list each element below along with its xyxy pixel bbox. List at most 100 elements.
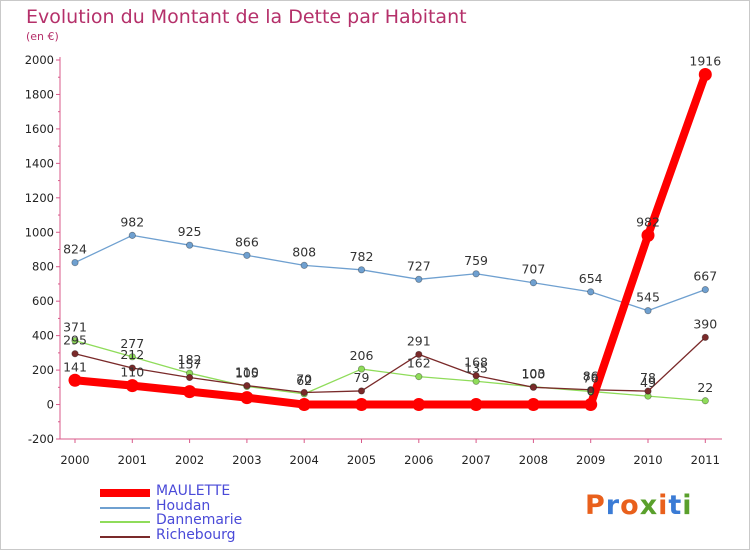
series-line-richebourg — [74, 336, 706, 394]
data-point-richebourg — [128, 364, 136, 372]
data-point-houdan — [644, 307, 652, 315]
data-point-maulette — [68, 373, 82, 387]
y-tick-label: 800 — [32, 260, 54, 274]
data-label-dannemarie: 62 — [296, 373, 312, 388]
data-label-dannemarie: 76 — [583, 370, 599, 385]
data-label-dannemarie: 277 — [120, 336, 144, 351]
y-tick-label: 600 — [32, 294, 54, 308]
data-point-richebourg — [71, 350, 79, 358]
data-point-maulette — [526, 398, 540, 412]
data-label-dannemarie: 162 — [407, 356, 431, 371]
logo-letter: r — [605, 490, 621, 521]
data-label-richebourg: 390 — [693, 316, 717, 331]
y-tick-label: 200 — [32, 363, 54, 377]
x-tick-label: 2004 — [290, 453, 319, 467]
data-point-houdan — [587, 288, 595, 296]
x-tick-label: 2005 — [347, 453, 376, 467]
logo-letter: t — [668, 490, 683, 521]
proxiti-logo: Proxiti — [585, 490, 693, 521]
data-label-houdan: 782 — [350, 249, 374, 264]
x-tick-label: 2000 — [60, 453, 89, 467]
data-point-houdan — [186, 241, 194, 249]
y-tick-label: 0 — [47, 398, 54, 412]
data-label-maulette: 110 — [120, 365, 144, 380]
y-tick-label: 1600 — [25, 122, 54, 136]
data-label-houdan: 727 — [407, 258, 431, 273]
data-point-richebourg — [644, 387, 652, 395]
legend-label: MAULETTE — [156, 483, 231, 499]
logo-letter: i — [682, 490, 693, 521]
data-label-dannemarie: 22 — [697, 380, 713, 395]
chart-axes: -200020040060080010001200140016001800200… — [25, 53, 722, 467]
x-tick-label: 2001 — [118, 453, 147, 467]
data-label-houdan: 925 — [178, 224, 202, 239]
data-point-richebourg — [243, 381, 251, 390]
data-point-houdan — [701, 286, 709, 294]
data-point-houdan — [128, 231, 136, 239]
data-label-richebourg: 295 — [63, 333, 87, 348]
x-tick-label: 2006 — [404, 453, 433, 467]
x-tick-label: 2011 — [691, 453, 720, 467]
data-label-houdan: 667 — [693, 269, 717, 284]
data-point-dannemarie — [71, 337, 79, 345]
data-label-houdan: 824 — [63, 242, 87, 257]
data-label-maulette: 982 — [636, 214, 660, 229]
data-point-dannemarie — [357, 365, 366, 373]
chart-subtitle: (en €) — [26, 30, 59, 43]
data-label-richebourg: 168 — [464, 355, 488, 370]
legend-label: Richebourg — [156, 526, 236, 543]
data-point-houdan — [300, 261, 308, 269]
data-label-maulette: 1916 — [689, 53, 721, 68]
data-label-dannemarie: 105 — [235, 365, 259, 380]
logo-letter: o — [620, 490, 640, 521]
series-line-houdan — [74, 234, 706, 312]
y-tick-label: 1000 — [25, 225, 54, 239]
data-point-maulette — [584, 398, 598, 412]
data-point-maulette — [125, 379, 139, 393]
data-point-richebourg — [186, 373, 194, 382]
data-point-houdan — [472, 270, 480, 278]
logo-letter: i — [658, 490, 669, 521]
y-tick-label: 1200 — [25, 191, 54, 205]
data-label-houdan: 545 — [636, 290, 660, 305]
data-label-richebourg: 100 — [521, 366, 545, 381]
data-label-richebourg: 212 — [120, 347, 144, 362]
data-label-dannemarie: 206 — [350, 348, 374, 363]
series-points — [68, 67, 712, 412]
chart-title: Evolution du Montant de la Dette par Hab… — [26, 6, 467, 28]
data-point-dannemarie — [701, 397, 709, 405]
data-point-richebourg — [529, 383, 538, 391]
data-label-richebourg: 79 — [354, 370, 370, 385]
y-tick-label: 400 — [32, 329, 54, 343]
data-label-richebourg: 110 — [235, 365, 259, 380]
data-label-richebourg: 78 — [640, 370, 656, 385]
legend-swatch — [100, 506, 150, 509]
series-line-maulette — [74, 73, 710, 409]
data-label-dannemarie: 135 — [464, 360, 488, 375]
data-point-maulette — [412, 398, 426, 412]
data-label-dannemarie: 182 — [178, 352, 202, 367]
data-point-houdan — [71, 258, 79, 267]
data-point-dannemarie — [415, 373, 423, 381]
data-label-houdan: 866 — [235, 234, 259, 249]
data-label-houdan: 707 — [521, 262, 545, 277]
data-point-dannemarie — [128, 353, 136, 361]
y-tick-label: 1800 — [25, 87, 54, 101]
x-tick-label: 2008 — [519, 453, 548, 467]
y-tick-label: 2000 — [25, 53, 54, 67]
x-tick-label: 2007 — [461, 453, 490, 467]
data-label-richebourg: 157 — [178, 356, 202, 371]
data-label-richebourg: 86 — [583, 369, 599, 384]
data-label-houdan: 654 — [579, 271, 603, 286]
data-label-richebourg: 70 — [296, 371, 312, 386]
data-point-richebourg — [300, 388, 308, 397]
data-labels: 141 110 0 982 1916 824 982 925 866 808 782 727 759 70… — [63, 53, 721, 398]
logo-letter: P — [585, 490, 606, 521]
x-tick-label: 2003 — [232, 453, 261, 467]
x-tick-label: 2009 — [576, 453, 605, 467]
legend-label: Dannemarie — [156, 512, 243, 528]
data-point-maulette — [641, 228, 655, 242]
data-point-maulette — [240, 391, 254, 405]
data-point-richebourg — [701, 333, 709, 341]
